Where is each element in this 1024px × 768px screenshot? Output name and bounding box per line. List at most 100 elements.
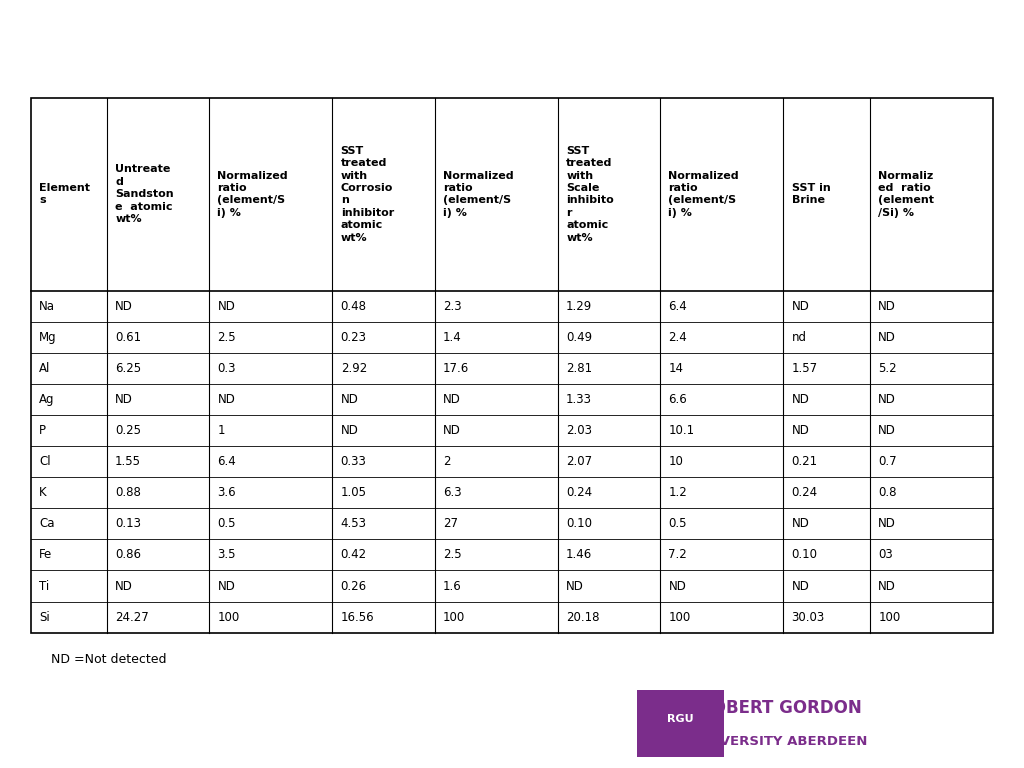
Text: 1.6: 1.6 [443,580,462,593]
Text: 0.10: 0.10 [792,548,817,561]
Text: Untreate
d
Sandston
e  atomic
wt%: Untreate d Sandston e atomic wt% [115,164,174,224]
Text: 6.3: 6.3 [443,486,462,499]
Text: Normalized
ratio
(element/S
i) %: Normalized ratio (element/S i) % [217,170,288,218]
Text: ND: ND [115,393,133,406]
Text: 100: 100 [443,611,465,624]
Text: 0.21: 0.21 [792,455,818,468]
Text: 2.3: 2.3 [443,300,462,313]
Text: 1.2: 1.2 [669,486,687,499]
Text: 24.27: 24.27 [115,611,148,624]
Text: 1.33: 1.33 [566,393,592,406]
Text: 10: 10 [669,455,683,468]
Text: 03: 03 [879,548,893,561]
Text: 30.03: 30.03 [792,611,825,624]
Text: 2.07: 2.07 [566,455,592,468]
Text: 0.33: 0.33 [341,455,367,468]
Text: 0.88: 0.88 [115,486,141,499]
Text: ND: ND [879,331,896,343]
Text: 1.4: 1.4 [443,331,462,343]
Text: 0.10: 0.10 [566,518,592,531]
Text: 7.2: 7.2 [669,548,687,561]
Text: 0.42: 0.42 [341,548,367,561]
Text: K: K [39,486,46,499]
Text: 6.4: 6.4 [669,300,687,313]
Text: P: P [39,424,46,437]
Text: ND: ND [217,393,236,406]
Text: nd: nd [792,331,807,343]
Text: 100: 100 [669,611,691,624]
Text: ND: ND [879,424,896,437]
Text: 16.56: 16.56 [341,611,374,624]
Text: ND: ND [443,393,461,406]
Text: Ti: Ti [39,580,49,593]
Text: SST
treated
with
Scale
inhibito
r
atomic
wt%: SST treated with Scale inhibito r atomic… [566,146,613,243]
Text: SST
treated
with
Corrosio
n
inhibitor
atomic
wt%: SST treated with Corrosio n inhibitor at… [341,146,394,243]
Text: 20.18: 20.18 [566,611,600,624]
Text: 100: 100 [217,611,240,624]
Text: Normaliz
ed  ratio
(element
/Si) %: Normaliz ed ratio (element /Si) % [879,170,934,218]
Text: ND: ND [879,393,896,406]
Text: 0.24: 0.24 [792,486,818,499]
Text: 14: 14 [669,362,683,375]
Text: 6.4: 6.4 [217,455,237,468]
Text: 27: 27 [443,518,458,531]
Text: 6.6: 6.6 [669,393,687,406]
FancyBboxPatch shape [637,690,724,757]
Text: 1.55: 1.55 [115,455,141,468]
Text: ND: ND [566,580,584,593]
Text: 0.26: 0.26 [341,580,367,593]
Text: 0.8: 0.8 [879,486,897,499]
Text: Normalized
ratio
(element/S
i) %: Normalized ratio (element/S i) % [669,170,739,218]
Text: 2.03: 2.03 [566,424,592,437]
Text: 0.3: 0.3 [217,362,236,375]
Text: 2.81: 2.81 [566,362,592,375]
Text: ND: ND [217,580,236,593]
Text: ND: ND [341,393,358,406]
Text: 0.13: 0.13 [115,518,141,531]
Text: Elemental composition of the sandstone using EDX: Elemental composition of the sandstone u… [31,31,1024,70]
Text: ND: ND [792,300,810,313]
Text: ND: ND [217,300,236,313]
Text: 0.5: 0.5 [217,518,236,531]
Text: Fe: Fe [39,548,52,561]
Text: ND: ND [341,424,358,437]
Text: SST in
Brine: SST in Brine [792,183,830,206]
Text: Cl: Cl [39,455,50,468]
Text: ND: ND [879,518,896,531]
Text: Normalized
ratio
(element/S
i) %: Normalized ratio (element/S i) % [443,170,514,218]
Text: 100: 100 [879,611,900,624]
Text: 4.53: 4.53 [341,518,367,531]
Text: 1.57: 1.57 [792,362,818,375]
Text: ND: ND [879,580,896,593]
Text: ROBERT GORDON: ROBERT GORDON [699,699,861,717]
Text: Ca: Ca [39,518,54,531]
Text: 0.49: 0.49 [566,331,592,343]
Text: 0.24: 0.24 [566,486,592,499]
Text: 3.6: 3.6 [217,486,237,499]
Text: Mg: Mg [39,331,56,343]
Text: Si: Si [39,611,49,624]
Text: 2.92: 2.92 [341,362,367,375]
Text: ND: ND [792,424,810,437]
Text: ND: ND [443,424,461,437]
Text: Na: Na [39,300,55,313]
Text: 2.4: 2.4 [669,331,687,343]
Text: 6.25: 6.25 [115,362,141,375]
Text: 0.86: 0.86 [115,548,141,561]
Text: 0.61: 0.61 [115,331,141,343]
Text: ND: ND [792,518,810,531]
Text: 1.05: 1.05 [341,486,367,499]
Text: 10.1: 10.1 [669,424,694,437]
Text: ND: ND [115,300,133,313]
Text: 0.5: 0.5 [669,518,687,531]
Text: UNIVERSITY ABERDEEN: UNIVERSITY ABERDEEN [693,735,867,748]
Text: 1.46: 1.46 [566,548,592,561]
Text: Ag: Ag [39,393,54,406]
Text: 0.23: 0.23 [341,331,367,343]
Text: Al: Al [39,362,50,375]
Text: 2.5: 2.5 [217,331,237,343]
Text: 2.5: 2.5 [443,548,462,561]
Text: Element
s: Element s [39,183,90,206]
Text: 1.29: 1.29 [566,300,592,313]
Text: ND: ND [115,580,133,593]
